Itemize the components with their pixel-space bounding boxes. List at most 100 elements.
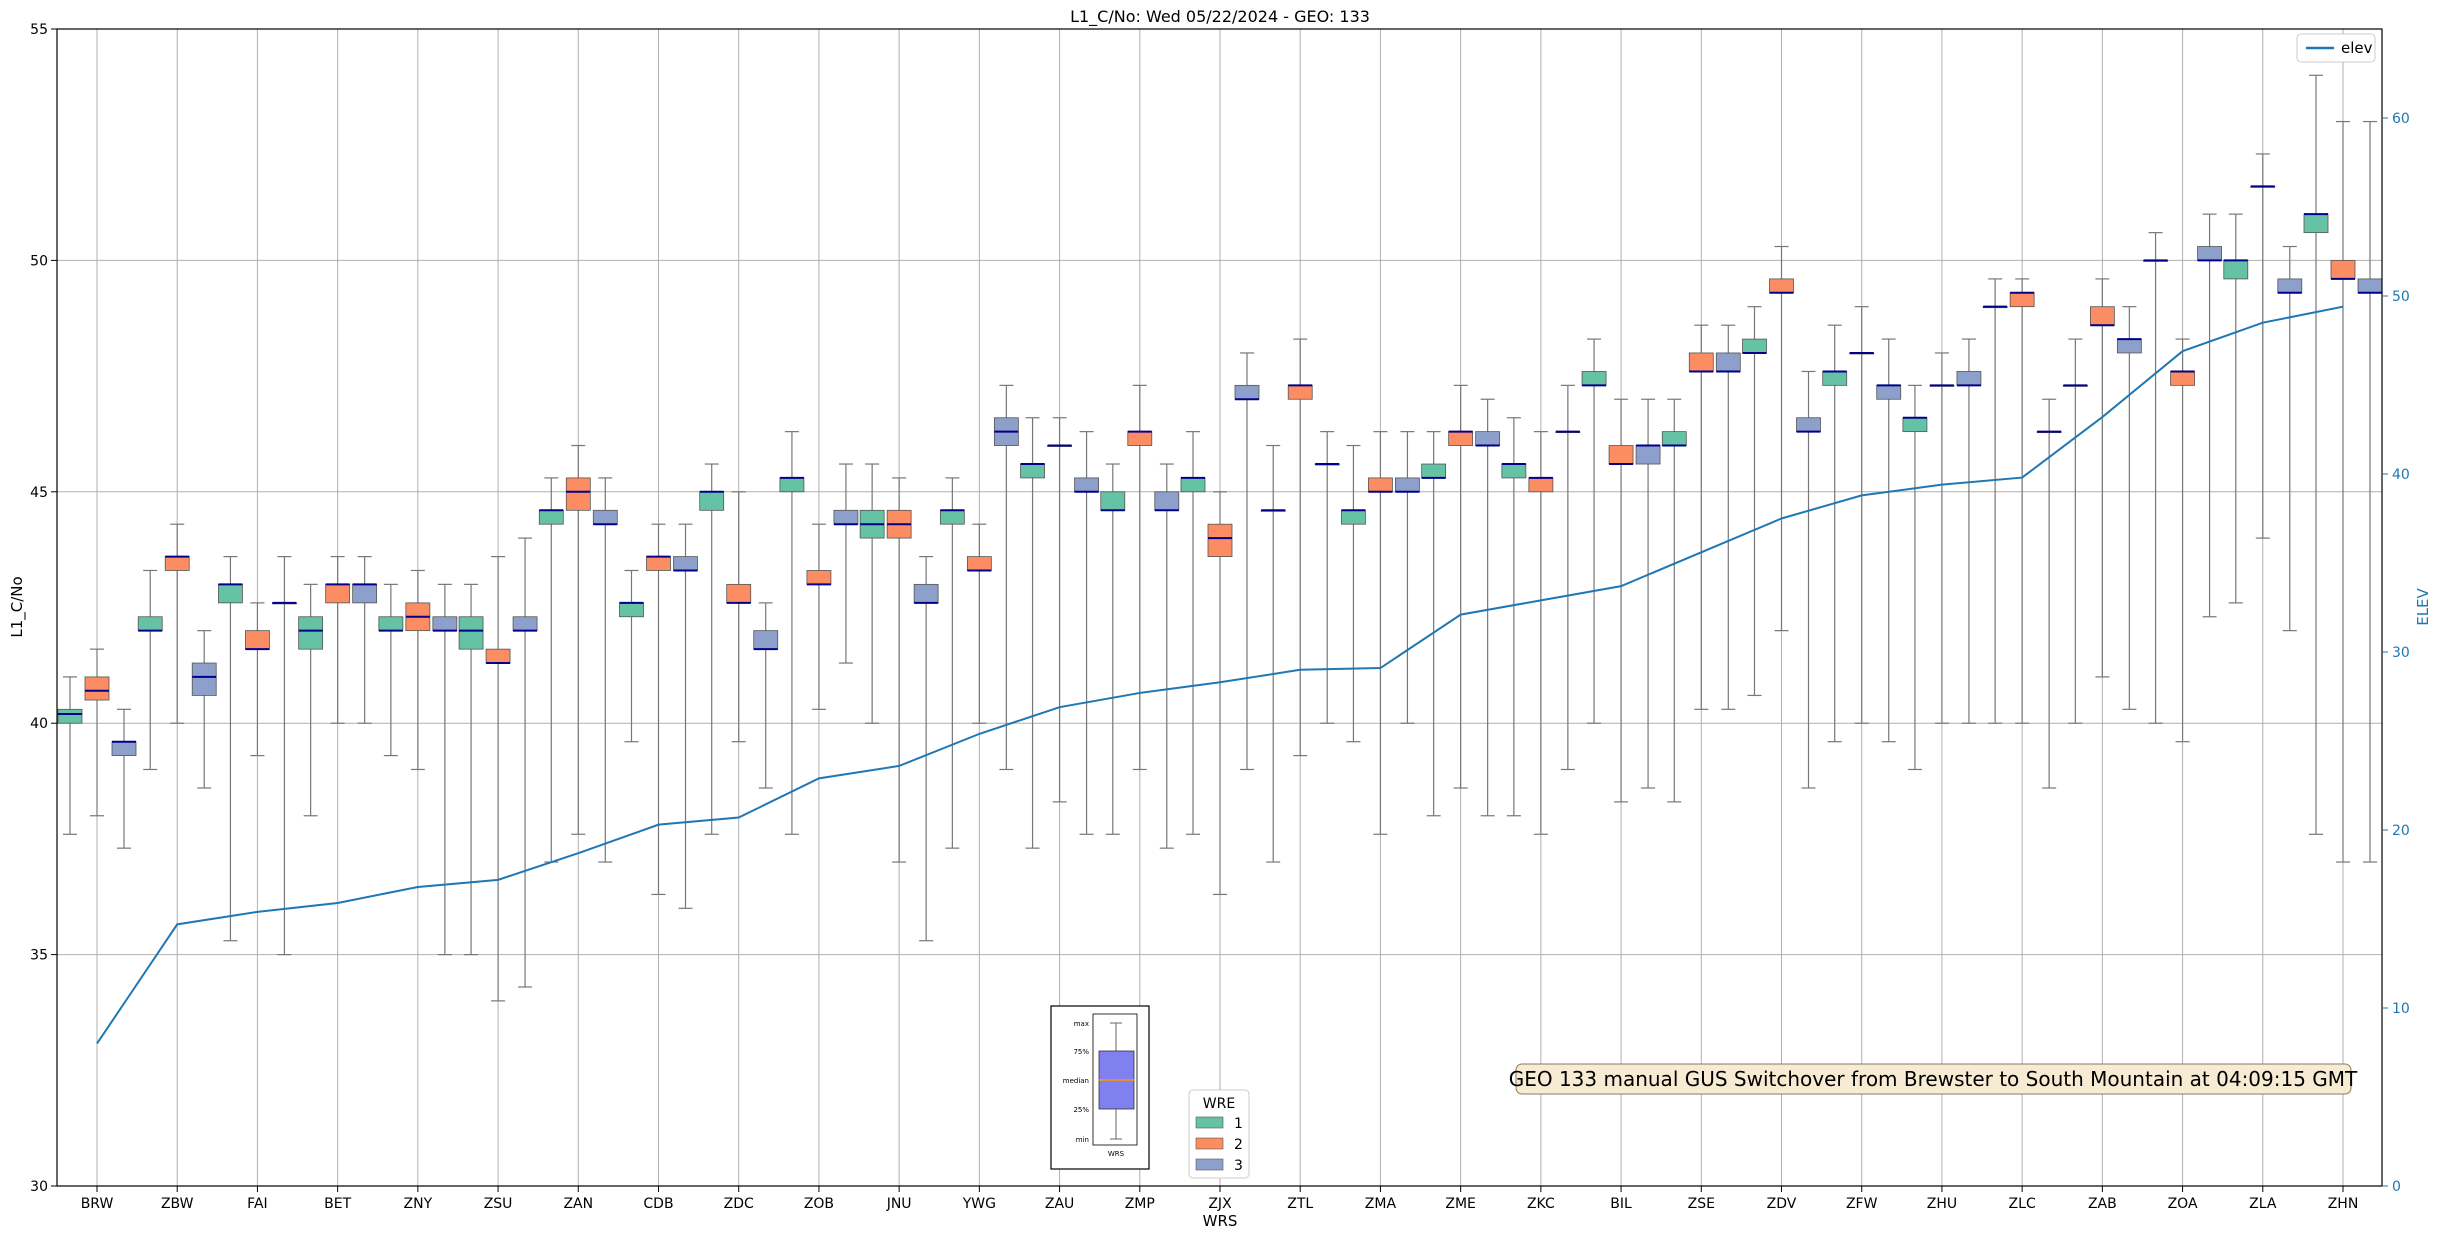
box-ZAB-wre2 [2089, 278, 2115, 678]
box-ZLC-wre3 [2036, 398, 2062, 789]
box-JNU-wre2 [886, 477, 912, 863]
box-YWG-wre3 [993, 384, 1019, 771]
iqr-box [2170, 371, 2195, 386]
iqr-box [1902, 417, 1928, 433]
x-tick-label: ZLC [2009, 1196, 2036, 1212]
iqr-box [2009, 292, 2035, 308]
x-tick-label: ZBW [161, 1196, 194, 1212]
iqr-box [111, 741, 137, 756]
left-y-axis: 30 35 40 45 50 55 [30, 22, 57, 1195]
iqr-box [1796, 417, 1821, 433]
box-ZME-wre1 [1421, 431, 1447, 817]
iqr-box [806, 570, 832, 585]
iqr-box [137, 616, 163, 632]
box-ZOB-wre3 [833, 463, 859, 664]
iqr-box [2330, 259, 2356, 280]
box-ZDV-wre1 [1742, 306, 1767, 697]
box-CDB-wre2 [646, 523, 671, 896]
x-tick-label: ZNY [404, 1196, 433, 1212]
iqr-box [512, 616, 538, 632]
box-CDB-wre1 [619, 569, 644, 743]
box-ZOA-wre3 [2197, 213, 2222, 618]
box-ZJX-wre3 [1234, 352, 1260, 771]
box-ZMA-wre3 [1395, 431, 1420, 724]
box-ZTL-wre2 [1287, 338, 1313, 757]
box-ZAN-wre2 [565, 444, 591, 835]
iqr-box [1661, 431, 1687, 446]
box-ZLC-wre1 [1982, 278, 2008, 724]
iqr-box [2357, 278, 2383, 294]
iqr-box [753, 630, 779, 650]
box-ZKC-wre1 [1501, 417, 1527, 817]
y-tick-label: 45 [30, 485, 48, 501]
iqr-box [1769, 278, 1794, 294]
iqr-box [1742, 338, 1767, 354]
box-ZNY-wre1 [378, 583, 404, 757]
box-JNU-wre3 [913, 555, 939, 942]
iqr-box [1876, 384, 1902, 400]
iqr-box [1395, 477, 1420, 493]
key-label-max: max [1074, 1020, 1089, 1028]
x-tick-label: ZOB [804, 1196, 834, 1212]
iqr-box [1635, 445, 1661, 465]
wre-legend-swatch-1 [1195, 1116, 1224, 1129]
box-ZSE-wre3 [1715, 324, 1741, 710]
iqr-box [218, 583, 243, 604]
box-ZHU-wre1 [1902, 384, 1928, 771]
iqr-box [966, 556, 992, 571]
box-groups [57, 74, 2383, 1002]
elev-line [96, 305, 2344, 1045]
x-tick-label: ZAB [2088, 1196, 2117, 1212]
box-ZLA-wre3 [2277, 245, 2303, 632]
y2-tick-label: 50 [2392, 289, 2410, 305]
key-xlabel: WRS [1108, 1150, 1125, 1158]
box-BIL-wre1 [1581, 338, 1607, 724]
iqr-box [1715, 352, 1741, 372]
iqr-box [191, 662, 217, 696]
box-ZKC-wre2 [1528, 431, 1554, 835]
iqr-box [2089, 306, 2115, 326]
key-label-median: median [1063, 1077, 1089, 1085]
box-ZBW-wre2 [164, 523, 190, 724]
wre-legend-swatch-2 [1195, 1137, 1224, 1150]
box-BET-wre1 [298, 583, 324, 817]
box-ZAB-wre1 [2062, 338, 2088, 724]
box-ZME-wre3 [1475, 398, 1501, 817]
elev-line-layer [96, 305, 2344, 1045]
iqr-box [939, 509, 965, 525]
x-tick-label: JNU [886, 1196, 912, 1212]
key-label-75: 75% [1073, 1048, 1089, 1056]
box-ZHN-wre2 [2330, 120, 2356, 863]
iqr-box [164, 556, 190, 571]
iqr-box [1528, 477, 1554, 493]
iqr-box [2277, 278, 2303, 294]
box-BIL-wre3 [1635, 398, 1661, 789]
y-tick-label: 30 [30, 1179, 48, 1195]
x-tick-label: ZJX [1208, 1196, 1232, 1212]
box-ZMA-wre2 [1368, 431, 1393, 835]
iqr-box [833, 509, 859, 525]
box-ZMP-wre3 [1154, 463, 1180, 849]
box-ZNY-wre3 [432, 583, 458, 956]
x-tick-label: ZOA [2168, 1196, 2198, 1212]
box-ZMP-wre1 [1100, 463, 1126, 835]
box-BIL-wre2 [1608, 398, 1634, 803]
x-tick-label: ZHN [2328, 1196, 2359, 1212]
iqr-box [1154, 491, 1180, 511]
y2-tick-label: 60 [2392, 111, 2410, 127]
x-tick-label: BIL [1610, 1196, 1632, 1212]
box-CDB-wre3 [673, 523, 698, 909]
iqr-box [1234, 384, 1260, 400]
iqr-box [1287, 384, 1313, 400]
box-YWG-wre1 [939, 477, 965, 849]
iqr-box [1688, 352, 1714, 372]
x-tick-label: ZDC [724, 1196, 754, 1212]
x-tick-label: ZFW [1846, 1196, 1878, 1212]
x-tick-label: ZDV [1767, 1196, 1797, 1212]
box-ZSU-wre1 [458, 583, 484, 956]
box-ZFW-wre2 [1849, 306, 1875, 724]
x-tick-label: ZHU [1927, 1196, 1957, 1212]
box-ZAN-wre3 [592, 477, 618, 863]
box-ZMP-wre2 [1127, 384, 1153, 771]
